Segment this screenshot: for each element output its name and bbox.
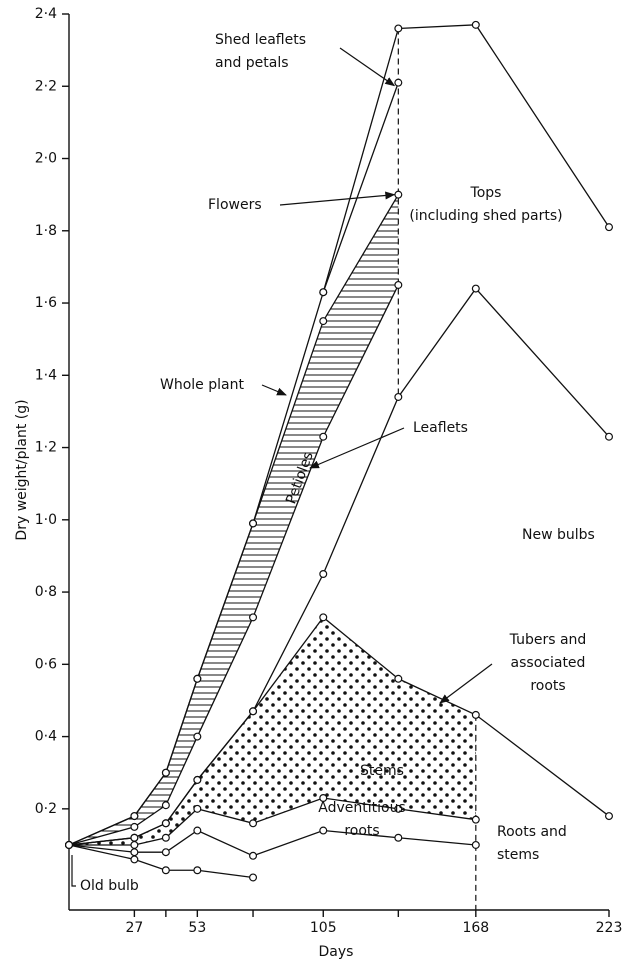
data-point <box>319 317 328 326</box>
data-point <box>193 775 202 784</box>
data-point <box>193 732 202 741</box>
x-tick-label: 105 <box>310 920 337 936</box>
data-point <box>249 519 258 528</box>
data-point <box>394 190 403 199</box>
data-point <box>319 432 328 441</box>
data-point <box>319 826 328 835</box>
annotation: and petals <box>215 55 289 71</box>
curve <box>68 829 476 857</box>
data-point <box>471 815 480 824</box>
y-tick-label: 0·6 <box>35 656 57 672</box>
data-point <box>193 826 202 835</box>
data-point <box>471 284 480 293</box>
y-tick-label: 1·0 <box>35 512 57 528</box>
data-point <box>249 873 258 882</box>
curve <box>68 844 254 879</box>
y-tick-label: 0·2 <box>35 801 57 817</box>
data-point <box>394 804 403 813</box>
data-point <box>471 840 480 849</box>
y-tick-label: 1·8 <box>35 223 57 239</box>
annotation: (including shed parts) <box>409 208 562 224</box>
data-point <box>130 833 139 842</box>
data-point <box>193 866 202 875</box>
x-tick-label: 223 <box>596 920 623 936</box>
data-point <box>161 833 170 842</box>
data-point <box>249 851 258 860</box>
data-point <box>604 432 613 441</box>
curve <box>322 82 399 293</box>
data-point <box>161 819 170 828</box>
annotation: Roots and <box>497 824 567 840</box>
data-point <box>130 855 139 864</box>
annotation-arrow <box>339 47 396 87</box>
data-point <box>604 223 613 232</box>
annotation-arrow <box>279 191 396 206</box>
y-tick-label: 2·0 <box>35 151 57 167</box>
data-point <box>161 866 170 875</box>
annotation: Flowers <box>208 197 262 213</box>
y-tick-label: 0·8 <box>35 584 57 600</box>
x-axis-title: Days <box>319 944 354 960</box>
data-point <box>161 848 170 857</box>
annotation: Stems <box>360 763 404 779</box>
data-point <box>394 674 403 683</box>
data-point <box>319 288 328 297</box>
data-point <box>193 804 202 813</box>
data-point <box>249 707 258 716</box>
data-point <box>394 392 403 401</box>
data-point <box>249 819 258 828</box>
data-point <box>319 569 328 578</box>
data-point <box>394 24 403 33</box>
y-tick-label: 2·2 <box>35 78 57 94</box>
annotation: Whole plant <box>160 377 244 393</box>
data-point <box>394 833 403 842</box>
data-point <box>471 20 480 29</box>
annotation: associated <box>511 655 586 671</box>
x-tick-label: 53 <box>188 920 206 936</box>
data-point <box>394 280 403 289</box>
data-point <box>319 613 328 622</box>
annotation: Old bulb <box>80 878 139 894</box>
annotation-arrow <box>309 427 405 469</box>
y-axis-title: Dry weight/plant (g) <box>14 399 30 540</box>
data-point <box>161 768 170 777</box>
data-point <box>471 710 480 719</box>
data-point <box>64 840 73 849</box>
y-tick-label: 1·2 <box>35 440 57 456</box>
old-bulb-bracket <box>71 854 76 887</box>
data-point <box>161 801 170 810</box>
data-point <box>319 793 328 802</box>
data-point <box>193 674 202 683</box>
y-tick-label: 1·6 <box>35 295 57 311</box>
data-point <box>130 812 139 821</box>
y-tick-label: 0·4 <box>35 729 57 745</box>
annotation: Tubers and <box>509 632 587 648</box>
annotation-arrow <box>439 663 493 704</box>
annotation: Shed leaflets <box>215 32 306 48</box>
annotation: Adventitious <box>318 800 405 816</box>
annotation-arrow <box>261 384 287 396</box>
x-tick-label: 27 <box>125 920 143 936</box>
annotation: New bulbs <box>522 527 595 543</box>
data-point <box>130 840 139 849</box>
y-tick-label: 2·4 <box>35 6 57 22</box>
annotation: stems <box>497 847 539 863</box>
data-point <box>394 78 403 87</box>
tubers-dots <box>69 617 476 845</box>
annotation: Leaflets <box>413 420 468 436</box>
data-point <box>130 848 139 857</box>
annotation: roots <box>530 678 565 694</box>
leaflets-hatch <box>69 194 399 845</box>
data-point <box>604 812 613 821</box>
y-tick-label: 1·4 <box>35 367 57 383</box>
data-point <box>249 613 258 622</box>
curve <box>69 797 476 846</box>
data-point <box>130 822 139 831</box>
annotation: roots <box>344 823 379 839</box>
x-tick-label: 168 <box>462 920 489 936</box>
annotation: Tops <box>470 185 502 201</box>
